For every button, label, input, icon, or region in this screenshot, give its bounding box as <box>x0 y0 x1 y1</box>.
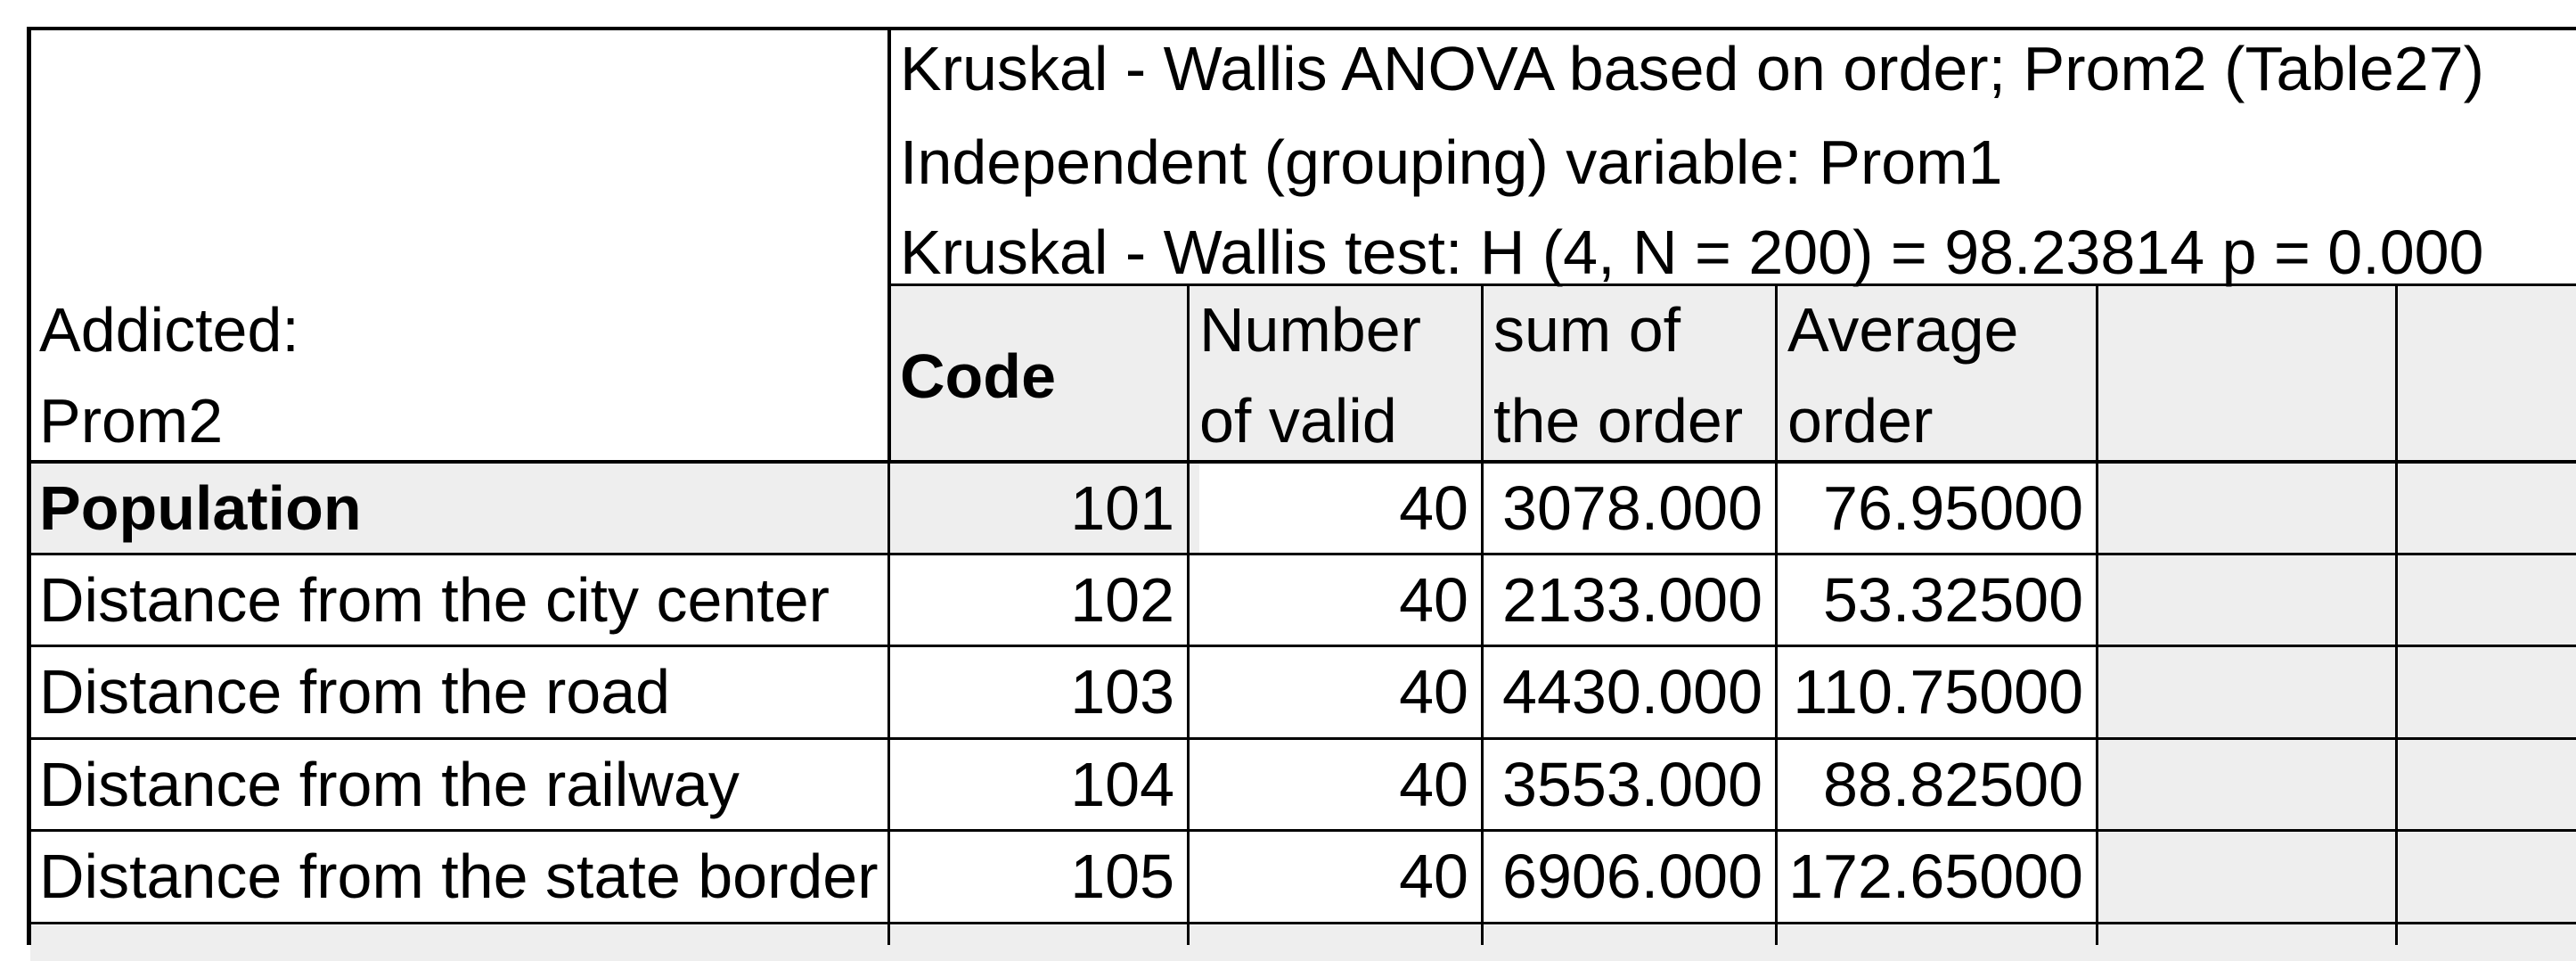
row-valid-count-cell: 40 <box>1399 569 1468 635</box>
row-header-variable: Prom2 <box>39 390 224 456</box>
column-header-code: Code <box>900 345 1056 411</box>
column-header-average-line2: order <box>1787 390 1934 456</box>
column-header-valid-line1: Number <box>1199 299 1421 365</box>
row-divider-1 <box>30 553 2576 555</box>
column-divider-1 <box>887 462 890 945</box>
row-name-cell: Distance from the state border <box>39 845 879 911</box>
empty-column-1 <box>2098 285 2397 945</box>
row-header-label: Addicted: <box>39 299 299 365</box>
row-average-order-cell: 88.82500 <box>1823 753 2083 819</box>
column-divider-2 <box>1187 285 1190 945</box>
column-divider-6 <box>2395 285 2398 945</box>
header-bottom-border <box>30 460 2576 464</box>
column-header-sum-line2: the order <box>1493 390 1744 456</box>
row-valid-count-cell: 40 <box>1399 753 1468 819</box>
row-valid-count-cell: 40 <box>1399 477 1468 543</box>
column-header-average-line1: Average <box>1787 299 2019 365</box>
row-divider-3 <box>30 737 2576 740</box>
row-divider-2 <box>30 645 2576 647</box>
title-line-2: Independent (grouping) variable: Prom1 <box>900 131 2003 197</box>
row-valid-count-cell: 40 <box>1399 661 1468 727</box>
row-code-cell: 102 <box>1070 569 1174 635</box>
header-top-border <box>887 283 2576 286</box>
column-divider-3 <box>1481 285 1484 945</box>
column-header-sum-line1: sum of <box>1493 299 1681 365</box>
table-left-border <box>27 27 31 945</box>
row-code-cell: 105 <box>1070 845 1174 911</box>
row-code-cell: 104 <box>1070 753 1174 819</box>
row-order-sum-cell: 6906.000 <box>1502 845 1762 911</box>
row-name-cell: Distance from the railway <box>39 753 740 819</box>
row-order-sum-cell: 4430.000 <box>1502 661 1762 727</box>
row-name-cell: Distance from the city center <box>39 569 830 635</box>
column-divider-4 <box>1775 285 1778 945</box>
row-name-cell: Population <box>39 477 362 543</box>
row-average-order-cell: 110.75000 <box>1793 661 2083 727</box>
bottom-band <box>30 925 2576 961</box>
row-name-cell: Distance from the road <box>39 661 671 727</box>
column-divider-5 <box>2096 285 2098 945</box>
row-code-cell: 103 <box>1070 661 1174 727</box>
row-order-sum-cell: 3078.000 <box>1502 477 1762 543</box>
title-line-1: Kruskal - Wallis ANOVA based on order; P… <box>900 37 2484 103</box>
title-left-border <box>887 30 891 464</box>
row-code-cell: 101 <box>1070 477 1174 543</box>
row-valid-count-cell: 40 <box>1399 845 1468 911</box>
row-divider-4 <box>30 829 2576 832</box>
column-header-valid-line2: of valid <box>1199 390 1397 456</box>
row-average-order-cell: 76.95000 <box>1823 477 2083 543</box>
row-divider-5 <box>30 922 2576 924</box>
empty-column-2 <box>2397 285 2576 945</box>
row-order-sum-cell: 3553.000 <box>1502 753 1762 819</box>
row-average-order-cell: 172.65000 <box>1788 845 2083 911</box>
row-average-order-cell: 53.32500 <box>1823 569 2083 635</box>
table-top-border <box>30 27 2576 30</box>
row-order-sum-cell: 2133.000 <box>1502 569 1762 635</box>
first-row-band <box>30 462 1199 553</box>
title-line-3: Kruskal - Wallis test: H (4, N = 200) = … <box>900 221 2484 287</box>
